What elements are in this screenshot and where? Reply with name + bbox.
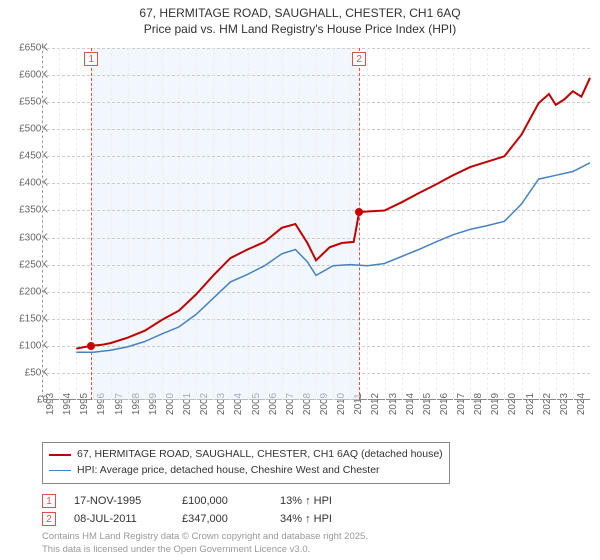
title-block: 67, HERMITAGE ROAD, SAUGHALL, CHESTER, C… — [0, 0, 600, 39]
marker-dot-1 — [87, 342, 95, 350]
footer-line-2: This data is licensed under the Open Gov… — [42, 544, 368, 556]
tx-price-2: £347,000 — [182, 513, 262, 525]
legend-row-2: HPI: Average price, detached house, Ches… — [49, 463, 443, 479]
chart-plot-area: 1 2 — [42, 48, 590, 400]
tx-date-1: 17-NOV-1995 — [74, 495, 164, 507]
tx-date-2: 08-JUL-2011 — [74, 513, 164, 525]
tx-marker-1: 1 — [42, 494, 56, 508]
chart-container: 67, HERMITAGE ROAD, SAUGHALL, CHESTER, C… — [0, 0, 600, 560]
transaction-row-1: 1 17-NOV-1995 £100,000 13% ↑ HPI — [42, 492, 590, 510]
legend-label-2: HPI: Average price, detached house, Ches… — [77, 463, 380, 479]
legend-label-1: 67, HERMITAGE ROAD, SAUGHALL, CHESTER, C… — [77, 447, 443, 463]
footer-line-1: Contains HM Land Registry data © Crown c… — [42, 531, 368, 543]
tx-marker-2: 2 — [42, 512, 56, 526]
legend-swatch-2 — [49, 470, 71, 471]
legend-box: 67, HERMITAGE ROAD, SAUGHALL, CHESTER, C… — [42, 442, 450, 484]
transaction-row-2: 2 08-JUL-2011 £347,000 34% ↑ HPI — [42, 510, 590, 528]
legend-area: 67, HERMITAGE ROAD, SAUGHALL, CHESTER, C… — [42, 442, 590, 528]
footer-attribution: Contains HM Land Registry data © Crown c… — [42, 531, 368, 556]
legend-swatch-1 — [49, 454, 71, 456]
marker-dot-2 — [355, 208, 363, 216]
tx-pct-1: 13% ↑ HPI — [280, 495, 360, 507]
tx-pct-2: 34% ↑ HPI — [280, 513, 360, 525]
transaction-table: 1 17-NOV-1995 £100,000 13% ↑ HPI 2 08-JU… — [42, 492, 590, 528]
title-line-2: Price paid vs. HM Land Registry's House … — [0, 22, 600, 38]
title-line-1: 67, HERMITAGE ROAD, SAUGHALL, CHESTER, C… — [0, 6, 600, 22]
tx-price-1: £100,000 — [182, 495, 262, 507]
chart-lines-svg — [42, 48, 590, 400]
legend-row-1: 67, HERMITAGE ROAD, SAUGHALL, CHESTER, C… — [49, 447, 443, 463]
series-hpi — [76, 163, 590, 352]
